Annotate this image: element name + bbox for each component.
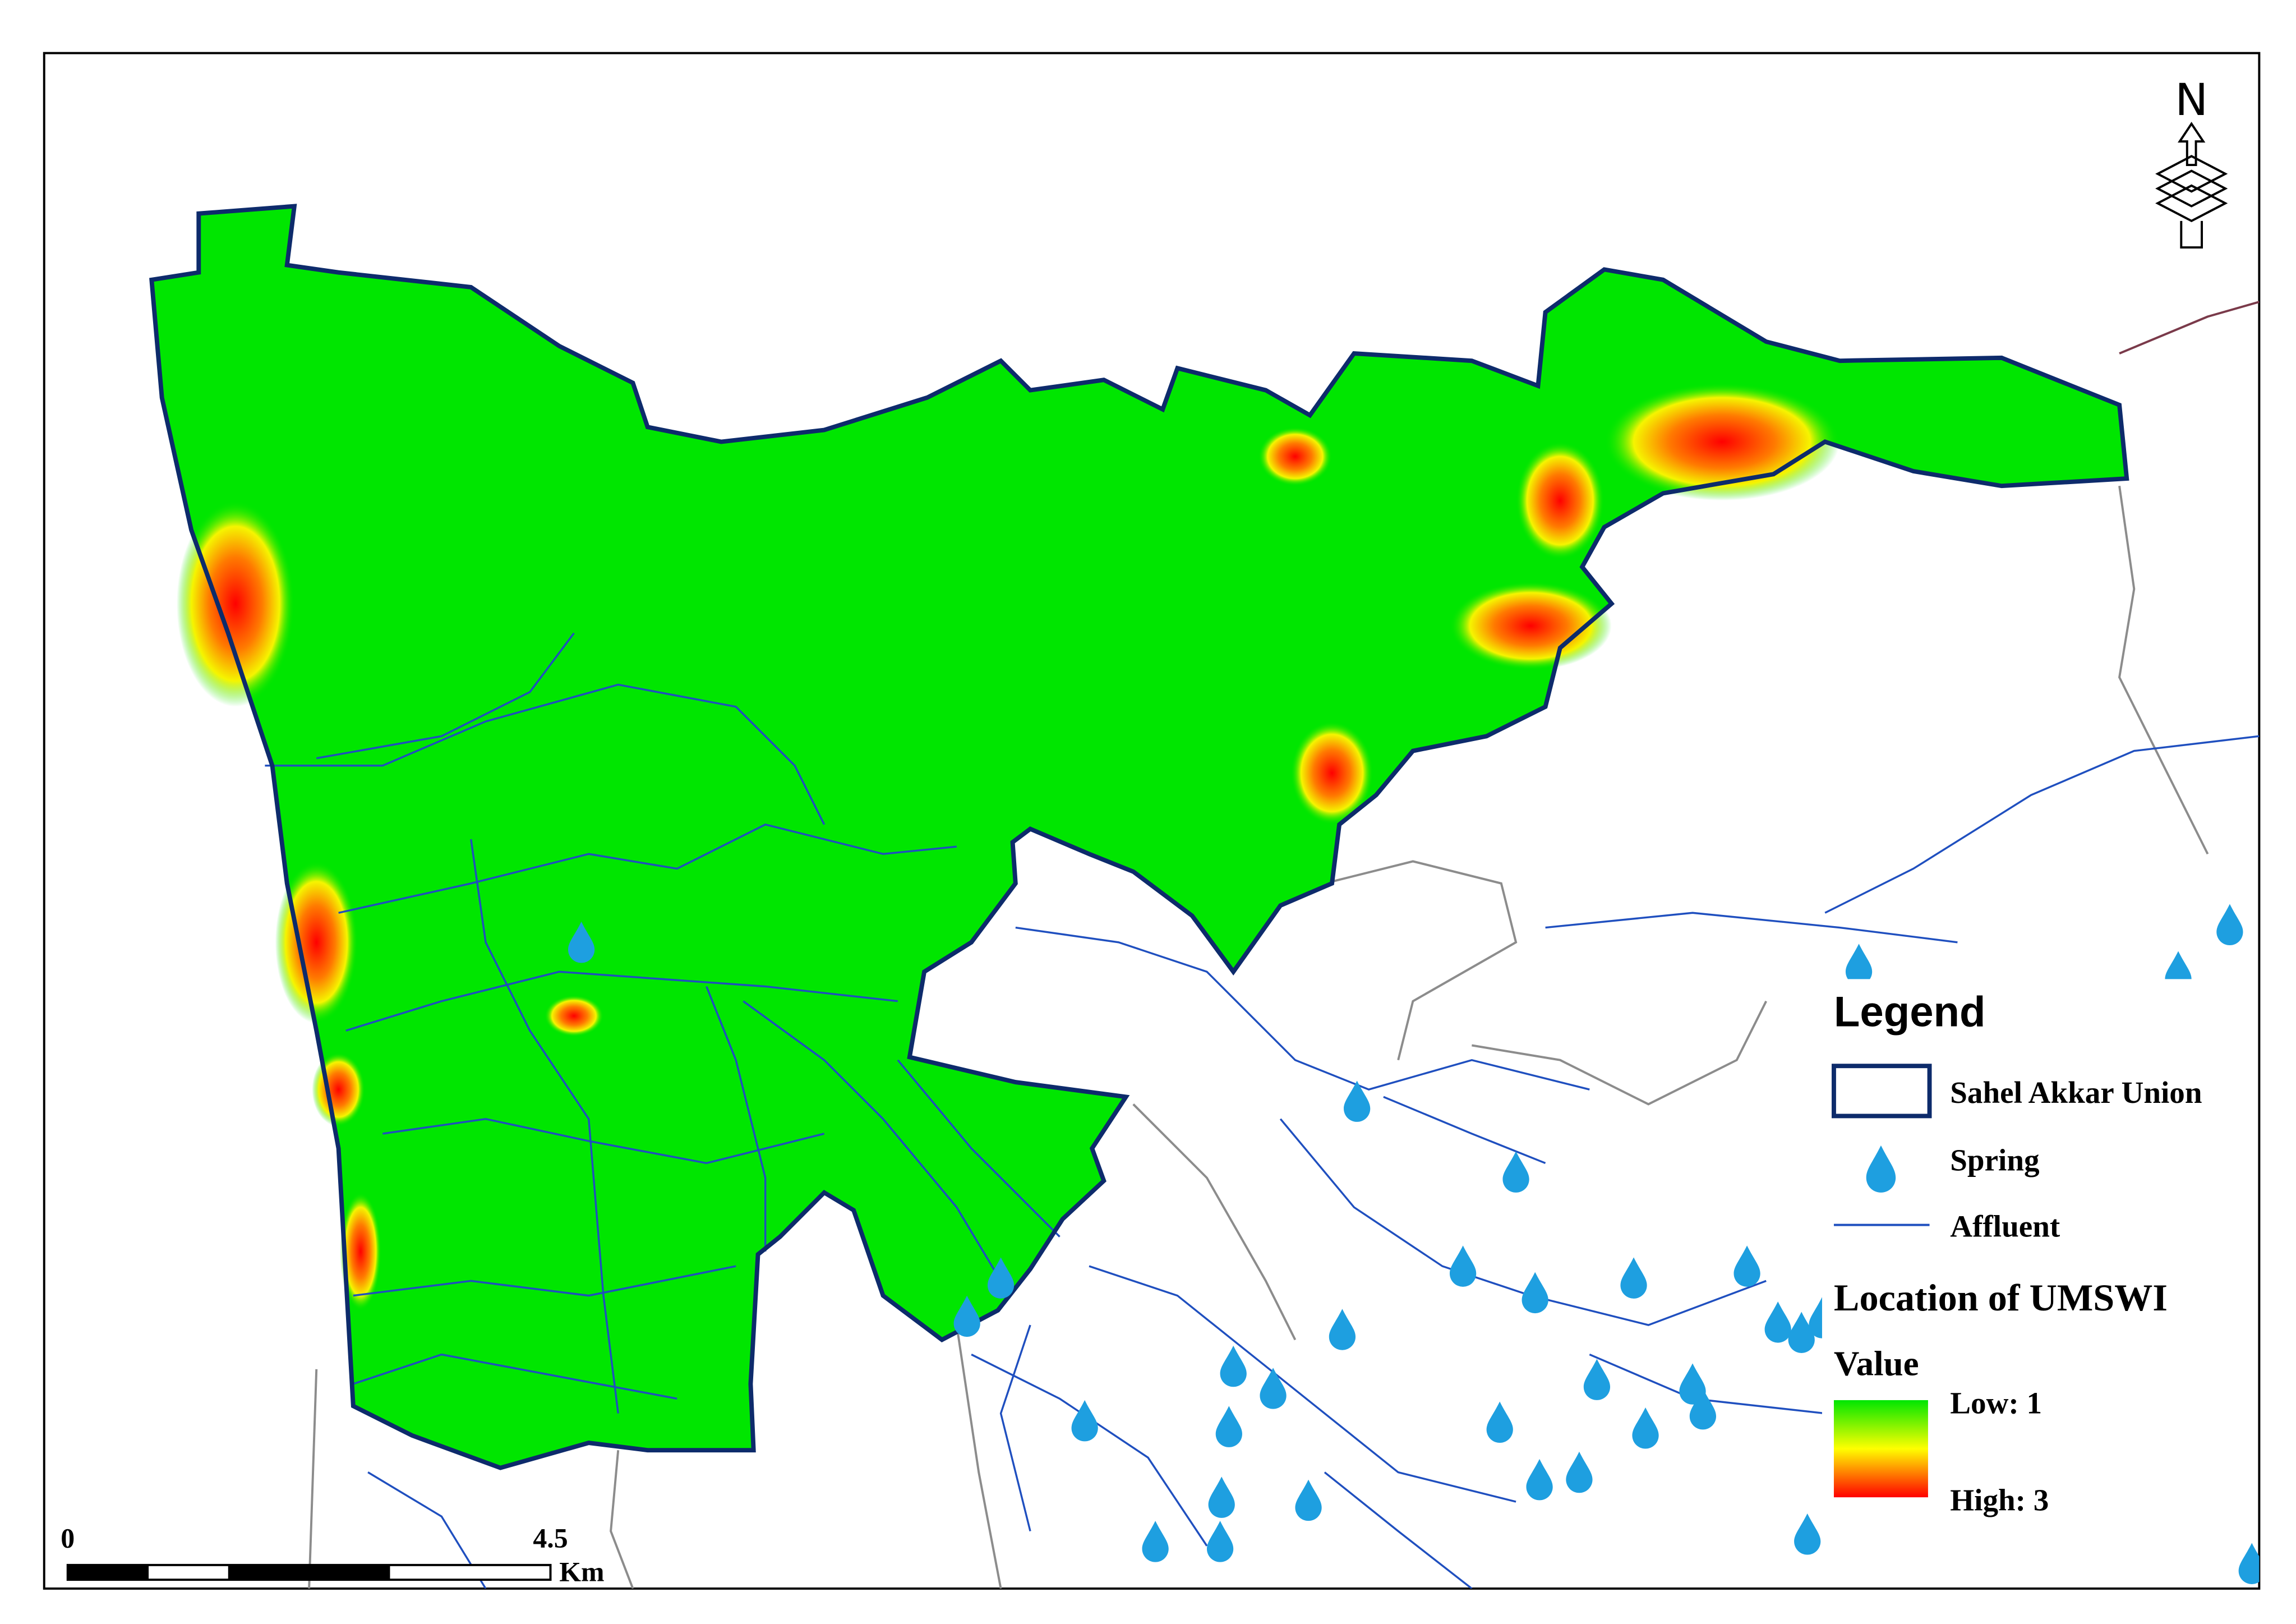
sahel-akkar-union-border bbox=[149, 204, 2129, 1470]
spring bbox=[2238, 1543, 2260, 1584]
scale-start: 0 bbox=[61, 1522, 75, 1553]
spring bbox=[1260, 1368, 1287, 1409]
scale-bar-segment bbox=[228, 1565, 390, 1580]
spring bbox=[1583, 1359, 1611, 1400]
spring bbox=[1295, 1479, 1322, 1521]
legend-item: Sahel Akkar Union bbox=[1950, 1075, 2202, 1110]
hotspot bbox=[545, 995, 603, 1037]
legend-title: Legend bbox=[1834, 988, 1986, 1036]
north-arrow-head bbox=[2177, 122, 2206, 167]
affluent bbox=[1824, 735, 2260, 914]
road bbox=[308, 1369, 318, 1589]
scale-bar-segment bbox=[67, 1565, 149, 1580]
roads bbox=[308, 301, 2260, 1589]
road bbox=[955, 1324, 1002, 1589]
spring bbox=[1733, 1245, 1760, 1287]
scale-bar: 0 4.5 Km bbox=[61, 1522, 604, 1587]
affluent bbox=[1089, 1265, 1516, 1503]
spring bbox=[1620, 1257, 1647, 1299]
north-arrow-stack bbox=[2155, 155, 2228, 223]
spring bbox=[987, 1257, 1015, 1299]
hotspot bbox=[340, 1192, 381, 1310]
spring bbox=[1486, 1401, 1513, 1443]
spring bbox=[1206, 1521, 1234, 1562]
road bbox=[2118, 485, 2209, 855]
hotspot bbox=[1290, 721, 1373, 825]
road bbox=[1472, 1000, 1767, 1106]
spring bbox=[1220, 1345, 1247, 1387]
hotspot bbox=[1516, 441, 1605, 560]
spring bbox=[1788, 1312, 1815, 1353]
road bbox=[1132, 1103, 1297, 1341]
affluent bbox=[382, 1117, 825, 1165]
affluent bbox=[316, 632, 575, 760]
spring bbox=[1215, 1406, 1242, 1447]
legend-ramp bbox=[1833, 1400, 1928, 1498]
scale-unit: Km bbox=[559, 1557, 604, 1588]
road bbox=[610, 1450, 634, 1589]
affluent bbox=[897, 1059, 1061, 1237]
legend-low: Low: 1 bbox=[1950, 1386, 2042, 1420]
legend: Legend Sahel Akkar Union Spring Affluent… bbox=[1822, 979, 2257, 1524]
map-layers bbox=[149, 204, 2260, 1589]
spring bbox=[1845, 944, 1873, 985]
hotspot bbox=[1449, 581, 1612, 670]
affluent bbox=[338, 823, 957, 914]
affluent bbox=[1279, 1118, 1767, 1326]
affluent bbox=[265, 683, 826, 825]
affluent bbox=[999, 1324, 1031, 1531]
affluent bbox=[470, 839, 619, 1414]
scale-mid: 4.5 bbox=[533, 1522, 568, 1553]
affluent bbox=[1324, 1471, 1473, 1589]
spring bbox=[1449, 1245, 1477, 1287]
legend-spring-symbol bbox=[1866, 1145, 1896, 1193]
springs bbox=[568, 904, 2260, 1584]
spring bbox=[1764, 1301, 1791, 1343]
affluent bbox=[353, 1353, 677, 1400]
affluent bbox=[1015, 926, 1590, 1091]
spring bbox=[568, 922, 595, 963]
hotspot bbox=[312, 1052, 365, 1126]
north-arrow: N bbox=[2155, 74, 2228, 249]
legend-union-symbol bbox=[1832, 1064, 1932, 1119]
north-label: N bbox=[2175, 74, 2208, 126]
affluent bbox=[1383, 1096, 1546, 1164]
spring bbox=[2216, 904, 2243, 946]
legend-item: Affluent bbox=[1950, 1209, 2060, 1244]
spring bbox=[1679, 1363, 1706, 1405]
affluent bbox=[345, 970, 898, 1032]
affluent bbox=[353, 1265, 736, 1297]
legend-value-label: Value bbox=[1834, 1344, 1919, 1383]
affluent bbox=[971, 1354, 1208, 1547]
spring bbox=[1689, 1388, 1717, 1430]
affluent bbox=[1545, 912, 1958, 944]
spring bbox=[1502, 1151, 1529, 1193]
spring bbox=[1142, 1521, 1169, 1562]
spring bbox=[1794, 1513, 1821, 1555]
spring bbox=[1344, 1080, 1371, 1122]
road bbox=[1324, 860, 1518, 1061]
hotspot bbox=[1258, 427, 1333, 486]
legend-raster-title: Location of UMSWI bbox=[1834, 1276, 2168, 1319]
affluent bbox=[706, 986, 767, 1252]
spring bbox=[1522, 1272, 1548, 1314]
spring bbox=[1208, 1476, 1235, 1518]
spring bbox=[1566, 1451, 1593, 1493]
affluent bbox=[743, 1000, 1002, 1282]
legend-item: Spring bbox=[1950, 1143, 2040, 1177]
hotspot bbox=[176, 500, 294, 707]
legend-high: High: 3 bbox=[1950, 1483, 2049, 1517]
road bbox=[2119, 301, 2260, 355]
spring bbox=[953, 1295, 980, 1337]
spring bbox=[1329, 1309, 1356, 1350]
spring bbox=[1632, 1407, 1659, 1449]
spring bbox=[1526, 1459, 1553, 1501]
hotspot bbox=[275, 861, 358, 1024]
spring bbox=[1071, 1400, 1098, 1442]
north-arrow-base bbox=[2180, 220, 2203, 249]
